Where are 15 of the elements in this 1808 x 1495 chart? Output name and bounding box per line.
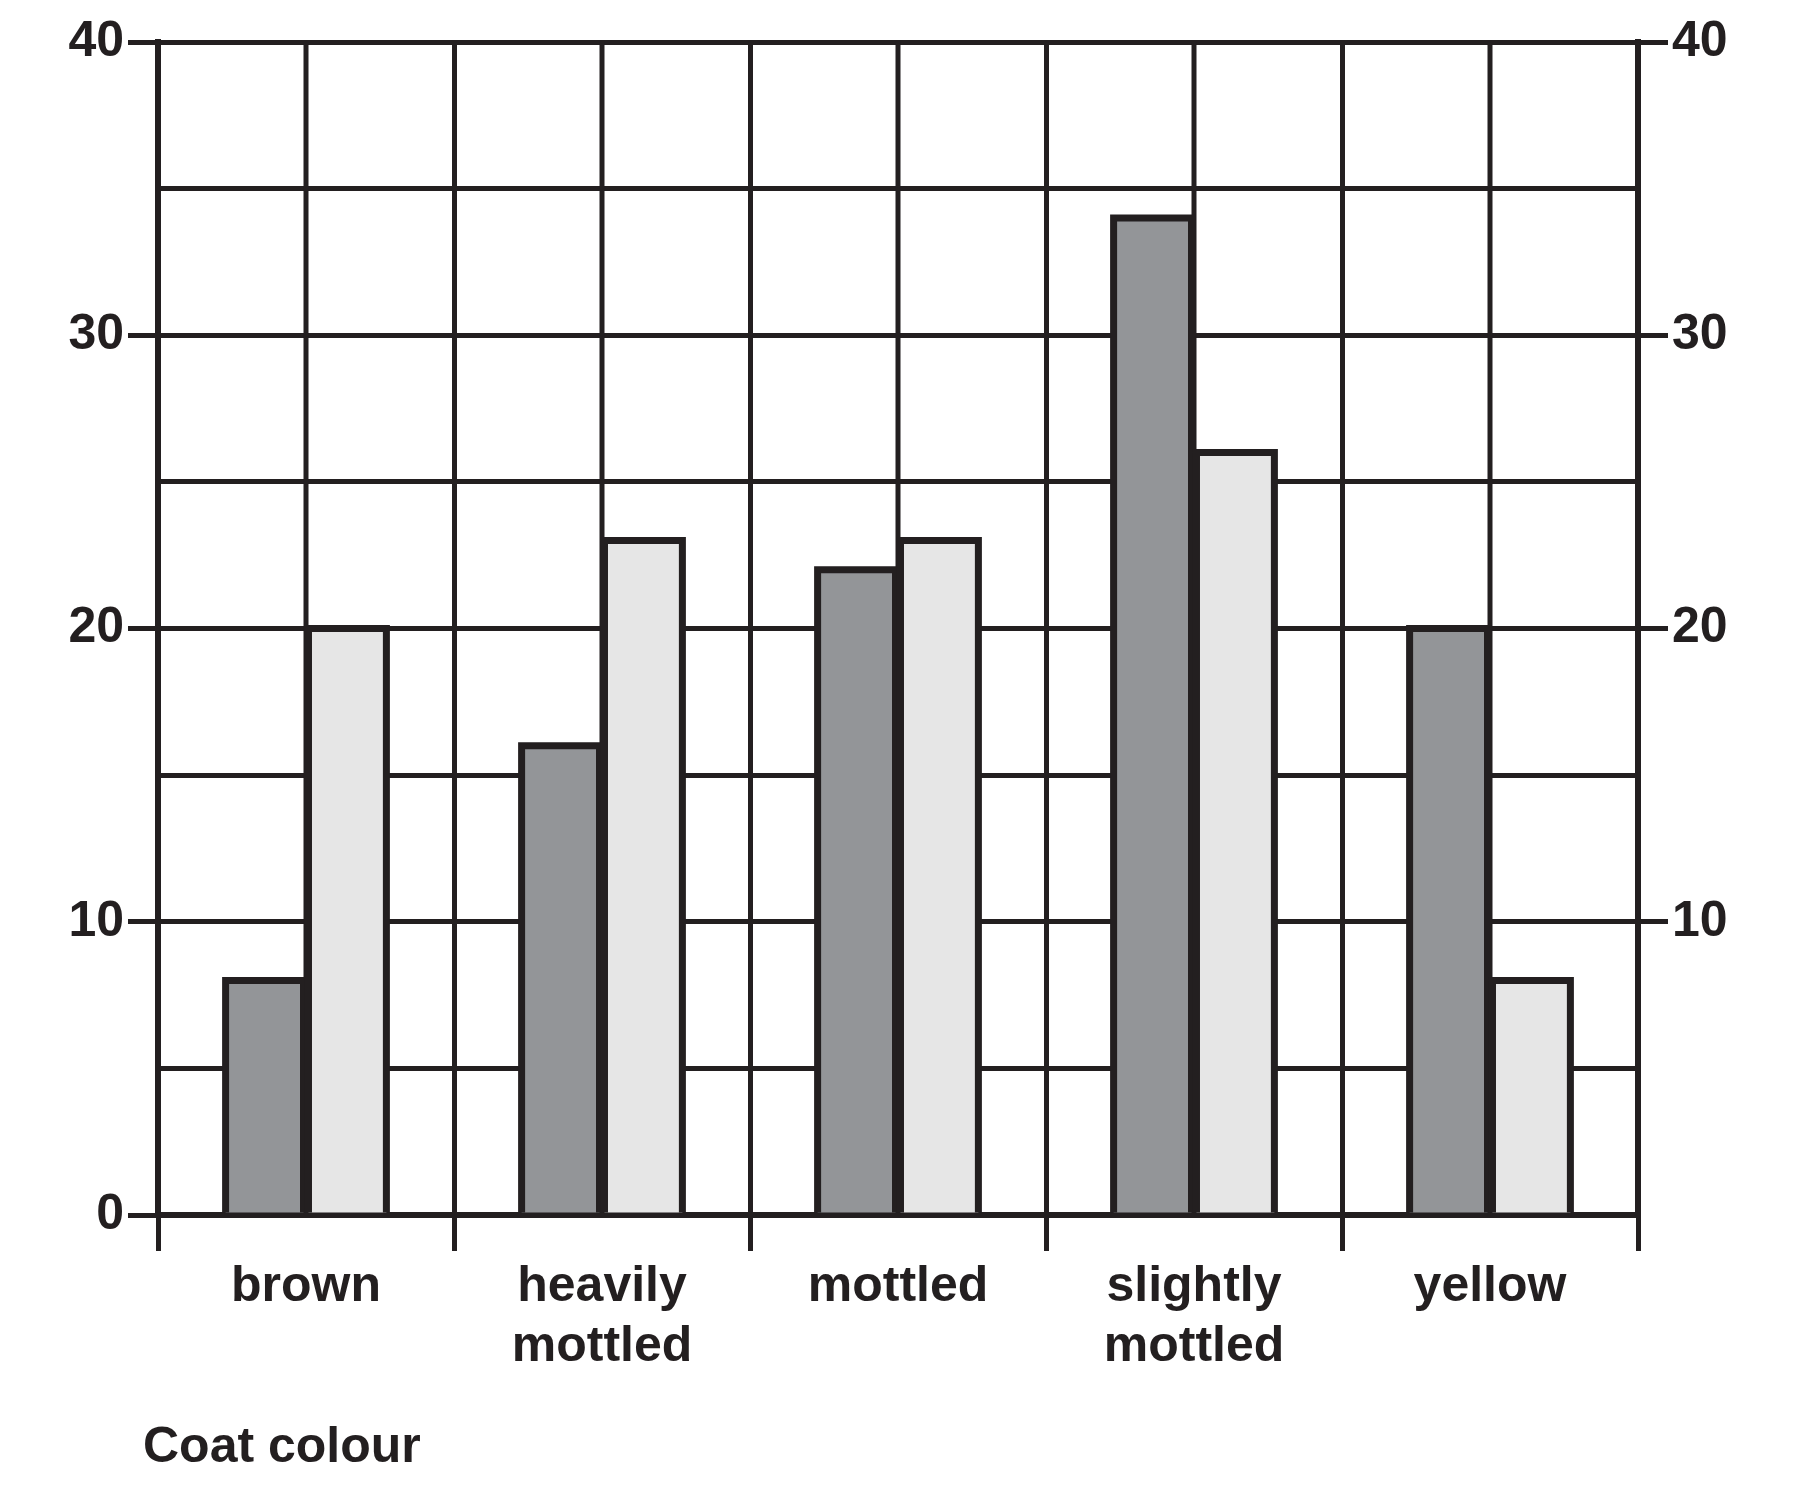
x-tick-label: brown <box>231 1255 381 1312</box>
y2-tick-label: 10 <box>1672 890 1728 947</box>
x-tick-label: heavily mottled <box>511 1255 693 1372</box>
y-tick-label: 40 <box>68 10 124 67</box>
x-tick-label: slightly mottled <box>1103 1255 1285 1372</box>
y2-tick-label: 30 <box>1672 304 1728 361</box>
y2-tick-label: 20 <box>1672 597 1728 654</box>
x-tick-label: mottled <box>807 1255 989 1312</box>
y-tick-label: 30 <box>68 304 124 361</box>
y-tick-label: 10 <box>68 890 124 947</box>
x-axis-title: Coat colour <box>143 1416 421 1473</box>
y-tick-label: 0 <box>96 1183 124 1240</box>
y-tick-label: 20 <box>68 597 124 654</box>
y2-tick-label: 40 <box>1672 10 1728 67</box>
x-tick-label: yellow <box>1413 1255 1567 1312</box>
